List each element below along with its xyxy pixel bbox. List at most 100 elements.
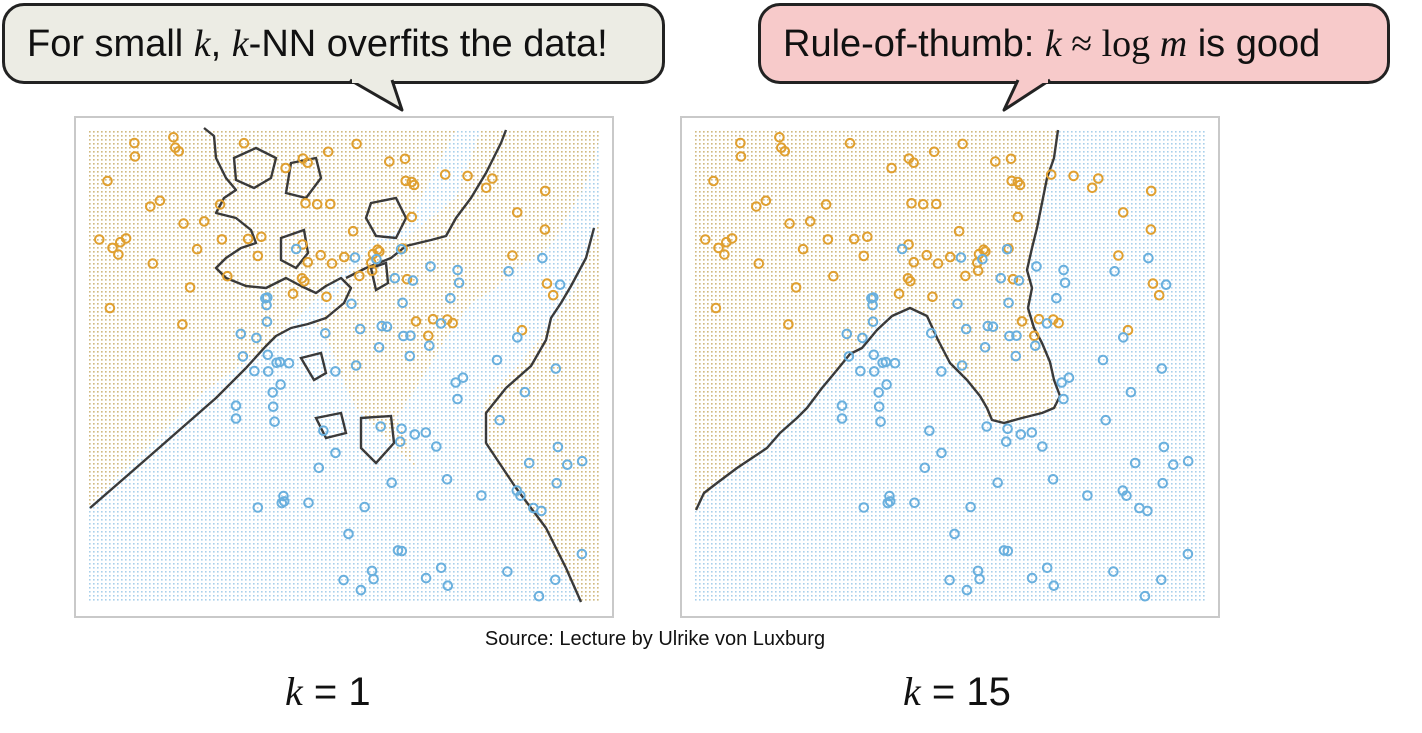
blue-class-point [936,366,947,377]
blue-class-point [982,320,994,332]
orange-class-point [1045,169,1057,180]
overfit-island-8 [359,414,396,465]
orange-class-point [462,170,473,182]
orange-class-point [351,138,362,150]
blue-class-point [313,462,325,474]
orange-class-point [713,242,724,254]
orange-class-point [177,319,188,330]
orange-class-point [1147,278,1159,289]
blue-class-point [884,496,896,507]
blue-class-point [343,528,354,540]
blue-class-point [866,293,877,304]
blue-class-point [841,328,853,340]
orange-class-point [1145,185,1157,197]
bubble-right-approx: ≈ log [1061,22,1160,65]
orange-class-point [1005,153,1017,165]
blue-class-point [1108,566,1119,577]
blue-class-point [979,342,991,353]
blue-class-point [237,351,249,362]
blue-class-point [1004,330,1015,342]
blue-class-point [397,297,408,309]
blue-class-point [290,243,302,255]
orange-class-point [902,273,914,284]
blue-class-point [1001,244,1013,255]
blue-class-point [843,351,855,362]
orange-class-point [480,182,492,194]
orange-class-point [1029,330,1040,342]
orange-class-point [102,175,113,187]
blue-class-point [562,459,573,471]
blue-class-point [519,386,531,398]
blue-class-point [355,584,367,596]
orange-class-point [423,330,434,342]
blue-class-point [924,425,935,437]
blue-class-point [1156,574,1167,586]
blue-class-point [1058,264,1069,276]
orange-class-point [539,224,551,235]
orange-class-point [790,282,802,293]
blue-class-point [283,357,295,369]
orange-class-point [858,250,870,262]
overfit-island-3 [364,196,408,240]
orange-class-point [972,265,984,276]
blue-class-point [536,505,547,517]
blue-class-point [855,365,866,377]
blue-class-point [992,477,1004,489]
orange-class-point [222,270,233,282]
orange-class-point [147,258,159,269]
orange-class-point [953,225,965,237]
blue-class-point [1010,350,1022,362]
blue-class-point [278,490,289,502]
orange-class-point [917,199,929,210]
blue-class-point [303,497,314,509]
orange-class-point [113,249,124,260]
equals-sign: = [302,670,349,714]
orange-class-point [170,142,181,154]
blue-class-point [503,266,514,277]
orange-class-point [539,185,551,197]
bubble-text-overfit: For small k, k-NN overfits the data! [27,22,608,66]
blue-class-point [537,252,548,264]
orange-class-point [487,173,498,184]
overfit-island-5 [369,261,390,292]
blue-class-point [371,253,382,265]
orange-class-point [410,316,422,327]
orange-class-point [1093,173,1104,184]
blue-class-point [1051,292,1062,304]
blue-class-point [405,330,416,341]
orange-class-point [751,201,762,212]
blue-class-point [366,565,378,577]
orange-class-point [708,175,719,187]
blue-class-point [936,447,947,459]
blue-class-point [1026,572,1038,584]
blue-class-point [392,545,404,556]
blue-class-point [389,272,401,284]
blue-class-point [230,400,242,412]
blue-class-point [1015,429,1027,440]
orange-class-point [427,313,439,325]
orange-class-point [886,162,897,174]
blue-class-point [373,342,385,353]
orange-class-point [325,198,336,210]
blue-class-point [395,244,407,255]
blue-class-point [533,590,545,602]
blue-class-point [1059,277,1071,289]
blue-class-point [494,414,506,426]
panel-label-k1: k = 1 [285,668,371,715]
orange-class-point [238,137,250,149]
k-value: 1 [348,670,371,714]
blue-class-point [1037,441,1048,452]
orange-class-point [347,225,359,237]
blue-class-point [407,275,419,286]
orange-class-point [184,282,196,293]
orange-class-point [776,142,787,154]
bubble-left-post: -NN overfits the data! [248,22,608,65]
blue-class-point [435,562,447,574]
blue-class-point [873,401,885,413]
orange-class-point [719,249,730,260]
orange-class-point [928,146,940,158]
blue-class-point [867,316,879,327]
overfit-island-4 [279,228,310,270]
blue-class-point [1156,363,1168,374]
blue-class-point [269,416,280,428]
